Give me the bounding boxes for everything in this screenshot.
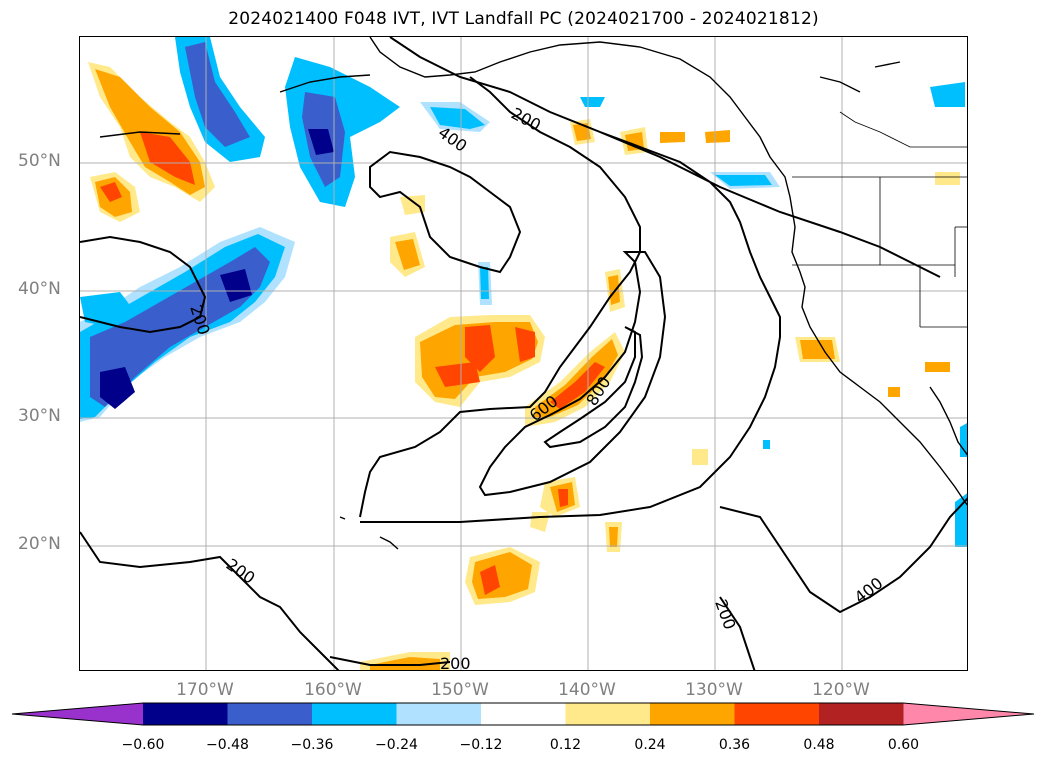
- colorbar: [11, 702, 1035, 726]
- contour-200-south: [80, 531, 340, 670]
- colorbar-segment: [312, 703, 397, 725]
- positive-anomaly-nw-max: [140, 132, 195, 185]
- colorbar-segment: [565, 703, 651, 725]
- contour-label: 200: [440, 654, 471, 671]
- colorbar-tick-label: 0.36: [718, 737, 751, 753]
- lon-label-140w: 140°W: [558, 680, 616, 700]
- colorbar-segment: [143, 703, 228, 725]
- contour-200-main: [360, 37, 941, 523]
- contour-label: 400: [851, 573, 887, 607]
- ivt-contours: [80, 37, 967, 670]
- contour-400: [359, 76, 641, 518]
- lon-label-170w: 170°W: [176, 680, 234, 700]
- lat-label-30n: 30°N: [18, 406, 61, 426]
- contour-label: 200: [223, 555, 259, 588]
- coastlines: [99, 37, 967, 550]
- contour-400-se: [719, 497, 967, 614]
- contour-600: [478, 251, 667, 497]
- colorbar-extend-high: [903, 703, 1034, 725]
- lon-label-160w: 160°W: [304, 680, 362, 700]
- colorbar-segment: [650, 703, 735, 725]
- lon-label-130w: 130°W: [685, 680, 743, 700]
- colorbar-tick-label: 0.60: [887, 737, 920, 753]
- colorbar-segment: [481, 703, 566, 725]
- colorbar-segment: [734, 703, 820, 725]
- colorbar-segment: [819, 703, 904, 725]
- colorbar-tick-label: −0.48: [206, 737, 249, 753]
- colorbar-tick-label: 0.48: [803, 737, 835, 753]
- colorbar-tick-label: −0.36: [290, 737, 334, 753]
- shaded-fields: [80, 37, 967, 670]
- colorbar-tick-label: −0.24: [375, 737, 418, 753]
- lon-label-150w: 150°W: [431, 680, 489, 700]
- colorbar-extend-low: [12, 703, 143, 725]
- contour-800: [543, 326, 644, 449]
- graticule: [80, 37, 967, 670]
- colorbar-tick-label: 0.24: [634, 737, 666, 753]
- lon-label-120w: 120°W: [812, 680, 870, 700]
- map-panel[interactable]: 200 400 200 600 800 200 200 400 200: [79, 36, 968, 671]
- contour-outer: [369, 150, 522, 274]
- colorbar-tick-label: −0.60: [121, 737, 165, 753]
- colorbar-segment: [227, 703, 313, 725]
- lat-label-40n: 40°N: [18, 279, 61, 299]
- colorbar-segment: [396, 703, 482, 725]
- contour-200-southeast: [719, 596, 756, 670]
- map-canvas: 200 400 200 600 800 200 200 400 200: [80, 37, 967, 671]
- contour-200-nw: [80, 235, 207, 334]
- map-title: 2024021400 F048 IVT, IVT Landfall PC (20…: [228, 9, 819, 29]
- political-borders: [792, 111, 967, 328]
- contour-labels: 200 400 200 600 800 200 200 400 200: [186, 104, 887, 671]
- lat-label-20n: 20°N: [18, 534, 61, 554]
- lat-label-50n: 50°N: [18, 151, 61, 171]
- colorbar-tick-label: 0.12: [549, 737, 582, 753]
- colorbar-tick-label: −0.12: [459, 737, 503, 753]
